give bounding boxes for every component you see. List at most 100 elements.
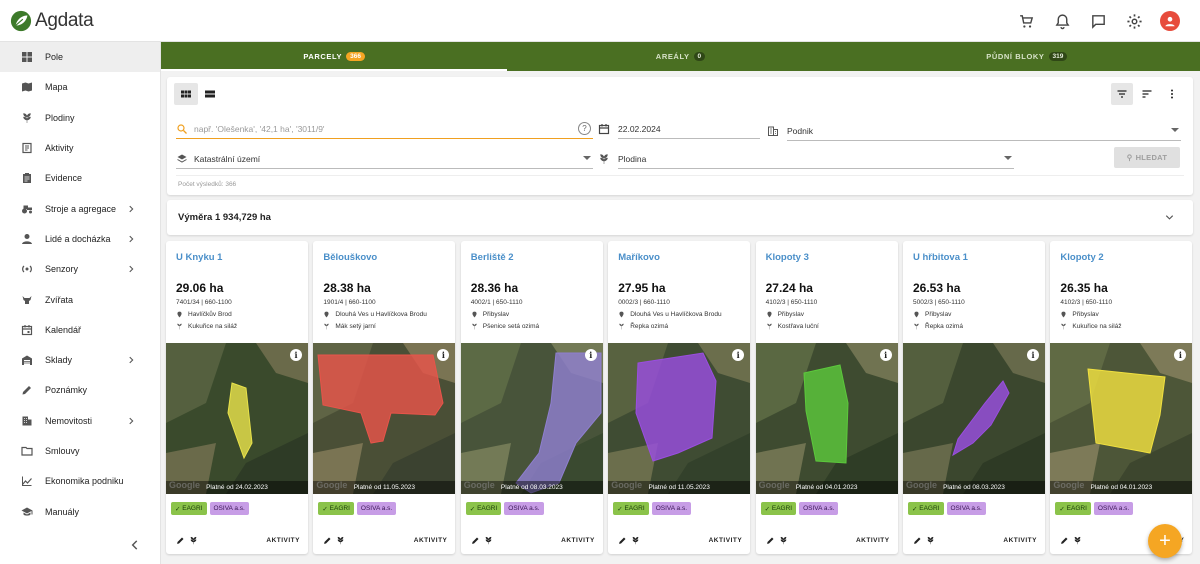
- info-icon[interactable]: i: [437, 349, 450, 361]
- parcel-name[interactable]: U Knyku 1: [176, 252, 223, 263]
- edit-icon[interactable]: [471, 536, 480, 545]
- crop-icon[interactable]: [189, 536, 198, 545]
- chevron-right-icon[interactable]: [126, 264, 136, 274]
- parcel-card[interactable]: U hřbitova 1 26.53 ha 5002/3 | 650-1110 Při…: [903, 241, 1045, 554]
- info-icon[interactable]: i: [1174, 349, 1187, 361]
- parcel-card[interactable]: Maříkovo 27.95 ha 0002/3 | 660-1110 Dlouhá …: [608, 241, 751, 554]
- chat-icon[interactable]: [1080, 3, 1116, 39]
- dropdown-arrow-icon: [1171, 128, 1179, 132]
- edit-icon[interactable]: [1060, 536, 1069, 545]
- sidebar-item-mapa[interactable]: Mapa: [0, 72, 160, 102]
- parcel-card[interactable]: Klopoty 3 27.24 ha 4102/3 | 650-1110 Přibys…: [755, 241, 898, 554]
- sidebar-item-smlouvy[interactable]: Smlouvy: [0, 436, 160, 466]
- podnik-select[interactable]: Podnik: [787, 121, 1181, 141]
- parcel-name[interactable]: Maříkovo: [618, 252, 660, 263]
- crop-icon[interactable]: [779, 536, 788, 545]
- grid-view-button[interactable]: [174, 83, 198, 105]
- list-view-button[interactable]: [198, 83, 222, 105]
- info-icon[interactable]: i: [584, 349, 597, 361]
- parcel-name[interactable]: Klopoty 3: [765, 252, 809, 263]
- sidebar-item-lide-a-dochazka[interactable]: Lidé a docházka: [0, 224, 160, 254]
- app-logo[interactable]: Agdata: [10, 10, 94, 32]
- chevron-right-icon[interactable]: [126, 416, 136, 426]
- info-icon[interactable]: i: [732, 349, 745, 361]
- activities-button[interactable]: AKTIVITY: [708, 537, 743, 544]
- info-icon[interactable]: i: [290, 349, 302, 361]
- sidebar-item-kalendar[interactable]: Kalendář: [0, 315, 160, 345]
- sidebar-item-plodiny[interactable]: Plodiny: [0, 103, 160, 133]
- sidebar-item-senzory[interactable]: Senzory: [0, 254, 160, 284]
- parcel-card[interactable]: Berliště 2 28.36 ha 4002/1 | 650-1110 Přiby…: [460, 241, 603, 554]
- info-icon[interactable]: i: [1027, 349, 1039, 361]
- sidebar-item-label: Stroje a agregace: [45, 203, 117, 214]
- parcel-card[interactable]: Bělouškovo 28.38 ha 1901/4 | 660-1100 Dlouh…: [313, 241, 456, 554]
- parcel-card[interactable]: Klopoty 2 26.35 ha 4102/3 | 650-1110 Přibys…: [1050, 241, 1193, 554]
- edit-icon[interactable]: [618, 536, 627, 545]
- tab-parcely[interactable]: PARCELY 366: [161, 42, 508, 71]
- crop-icon[interactable]: [631, 536, 640, 545]
- chevron-right-icon[interactable]: [126, 355, 136, 365]
- parcel-map[interactable]: i Google Platné od 04.01.2023: [755, 343, 898, 494]
- sidebar-item-sklady[interactable]: Sklady: [0, 345, 160, 375]
- crop-icon[interactable]: [484, 536, 493, 545]
- sidebar-item-ekonomika-podniku[interactable]: Ekonomika podniku: [0, 466, 160, 496]
- parcel-name[interactable]: Bělouškovo: [323, 252, 378, 263]
- parcel-name[interactable]: Berliště 2: [470, 252, 514, 263]
- search-input[interactable]: např. 'Olešenka', '42,1 ha', '3011/9' ?: [176, 119, 593, 139]
- edit-icon[interactable]: [176, 536, 185, 545]
- sidebar-item-zvirata[interactable]: Zvířata: [0, 284, 160, 314]
- sidebar-item-poznamky[interactable]: Poznámky: [0, 375, 160, 405]
- katastr-select[interactable]: Katastrální území: [176, 149, 593, 169]
- parcel-map[interactable]: i Google Platné od 08.03.2023: [460, 343, 603, 494]
- sidebar-item-stroje-a-agregace[interactable]: Stroje a agregace: [0, 193, 160, 223]
- info-icon[interactable]: i: [879, 349, 892, 361]
- edit-icon[interactable]: [766, 536, 775, 545]
- parcel-area: 26.35 ha: [1060, 281, 1108, 295]
- satellite-map: [903, 343, 1045, 494]
- crop-icon[interactable]: [926, 536, 935, 545]
- parcel-map[interactable]: i Google Platné od 11.05.2023: [608, 343, 751, 494]
- tractor-icon: [21, 203, 33, 215]
- edit-icon[interactable]: [323, 536, 332, 545]
- bell-icon[interactable]: [1044, 3, 1080, 39]
- activities-button[interactable]: AKTIVITY: [561, 537, 595, 544]
- plodina-select[interactable]: Plodina: [618, 149, 1014, 169]
- search-button[interactable]: ⚲ HLEDAT: [1114, 147, 1180, 168]
- add-button[interactable]: +: [1148, 524, 1182, 558]
- collapse-sidebar-icon[interactable]: [128, 538, 142, 552]
- parcel-card[interactable]: U Knyku 1 29.06 ha 7401/34 | 660-1100 Havlí…: [166, 241, 308, 554]
- sidebar-item-pole[interactable]: Pole: [0, 42, 160, 73]
- activities-button[interactable]: AKTIVITY: [266, 537, 300, 544]
- tab-arealy[interactable]: AREÁLY 0: [507, 42, 853, 71]
- parcel-name[interactable]: Klopoty 2: [1060, 252, 1104, 263]
- parcel-name[interactable]: U hřbitova 1: [913, 252, 968, 263]
- tab-bar: PARCELY 366 AREÁLY 0 PŮDNÍ BLOKY 319: [161, 42, 1200, 71]
- activities-button[interactable]: AKTIVITY: [1003, 537, 1037, 544]
- cart-icon[interactable]: [1008, 3, 1044, 39]
- edit-icon[interactable]: [913, 536, 922, 545]
- sidebar-item-aktivity[interactable]: Aktivity: [0, 133, 160, 163]
- chevron-right-icon[interactable]: [126, 204, 136, 214]
- activities-button[interactable]: AKTIVITY: [413, 537, 448, 544]
- parcel-map[interactable]: i Google Platné od 24.02.2023: [166, 343, 308, 494]
- help-icon[interactable]: ?: [578, 122, 591, 135]
- filter-button[interactable]: [1111, 83, 1133, 105]
- area-summary[interactable]: Výměra 1 934,729 ha: [167, 200, 1193, 235]
- parcel-map[interactable]: i Google Platné od 08.03.2023: [903, 343, 1045, 494]
- date-field[interactable]: 22.02.2024: [618, 119, 760, 139]
- more-button[interactable]: [1161, 83, 1183, 105]
- parcel-map[interactable]: i Google Platné od 11.05.2023: [313, 343, 456, 494]
- activities-button[interactable]: AKTIVITY: [855, 537, 890, 544]
- chevron-down-icon[interactable]: [1164, 212, 1175, 223]
- gear-icon[interactable]: [1116, 3, 1152, 39]
- sort-button[interactable]: [1136, 83, 1158, 105]
- chevron-right-icon[interactable]: [126, 234, 136, 244]
- parcel-map[interactable]: i Google Platné od 04.01.2023: [1050, 343, 1193, 494]
- crop-icon[interactable]: [336, 536, 345, 545]
- sidebar-item-evidence[interactable]: Evidence: [0, 163, 160, 193]
- tab-pudni-bloky[interactable]: PŮDNÍ BLOKY 319: [854, 42, 1200, 71]
- sidebar-item-manualy[interactable]: Manuály: [0, 496, 160, 526]
- crop-icon[interactable]: [1073, 536, 1082, 545]
- account-icon[interactable]: [1152, 3, 1188, 39]
- sidebar-item-nemovitosti[interactable]: Nemovitosti: [0, 406, 160, 436]
